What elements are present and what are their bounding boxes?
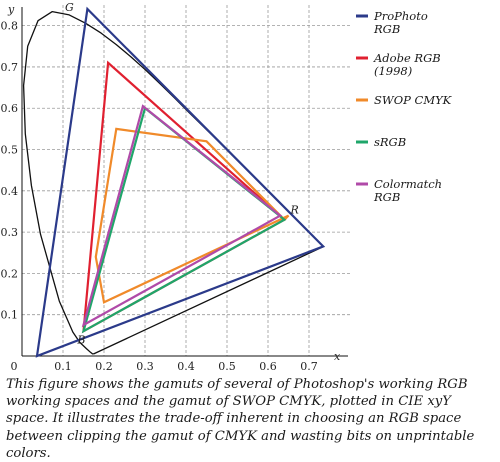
gridlines	[22, 5, 350, 356]
gamut-5	[81, 104, 283, 328]
gamut-1	[35, 6, 326, 358]
legend-entry-4: sRGB	[356, 135, 406, 149]
legend-label-line: ProPhoto	[373, 9, 428, 23]
x-tick-label-3: 0.3	[136, 360, 154, 372]
legend-label-line: RGB	[373, 22, 400, 36]
y-tick-label-4: 0.4	[1, 185, 19, 198]
gamut-series	[35, 6, 326, 358]
spectral-locus	[22, 10, 324, 355]
legend-label-line: SWOP CMYK	[374, 93, 453, 107]
x-tick-label-2: 0.2	[95, 360, 113, 372]
x-tick-label-5: 0.5	[218, 360, 236, 372]
x-axis-label: x	[334, 350, 341, 363]
y-axis-label: y	[7, 3, 15, 16]
spectral-locus-curve	[22, 10, 324, 355]
y-tick-label-3: 0.3	[1, 226, 19, 239]
corner-label-3: B	[76, 334, 85, 347]
x-tick-label-7: 0.7	[300, 360, 318, 372]
axes: xy	[7, 3, 348, 363]
gamut-3	[94, 127, 290, 304]
tick-labels: 0.1 0.2 0.3 0.4 0.5 0.6 0.7 0.1 0.2 0.3 0.4 0.5 0.6 0…	[1, 20, 318, 372]
y-tick-label-7: 0.7	[1, 61, 19, 74]
legend-label-line: Colormatch	[374, 177, 442, 191]
legend-label-3: SWOP CMYK	[374, 93, 453, 107]
legend-label-line: RGB	[373, 190, 400, 204]
y-tick-label-5: 0.5	[1, 144, 19, 157]
legend-label-line: (1998)	[374, 64, 412, 78]
legend-label-line: Adobe RGB	[373, 51, 441, 65]
corner-label-2: R	[290, 204, 299, 217]
corner-labels: G R B	[65, 1, 299, 346]
x-tick-label-4: 0.4	[177, 360, 195, 372]
legend-label-5: Colormatch RGB	[373, 177, 442, 204]
legend-entry-2: Adobe RGB (1998)	[356, 51, 441, 78]
y-tick-label-6: 0.6	[1, 102, 19, 115]
cie-chromaticity-chart: xy 0.1 0.2 0.3 0.4 0.5 0.6 0.70.10.20.30.40.50…	[1, 1, 453, 372]
legend-label-4: sRGB	[374, 135, 406, 149]
legend-label-2: Adobe RGB (1998)	[373, 51, 441, 78]
y-tick-label-8: 0.8	[1, 20, 19, 33]
y-tick-label-2: 0.2	[1, 267, 19, 280]
legend-entry-1: ProPhoto RGB	[356, 9, 428, 36]
legend-entry-3: SWOP CMYK	[356, 93, 453, 107]
legend-label-1: ProPhoto RGB	[373, 9, 428, 36]
figure-caption: This figure shows the gamuts of several …	[6, 377, 475, 461]
legend-entry-5: Colormatch RGB	[356, 177, 442, 204]
legend-label-line: sRGB	[374, 135, 406, 149]
x-tick-label-6: 0.6	[259, 360, 277, 372]
y-tick-label-1: 0.1	[1, 309, 19, 322]
x-tick-label-1: 0.1	[54, 360, 72, 372]
corner-label-1: G	[65, 1, 74, 14]
origin-tick-label: 0	[11, 360, 18, 372]
